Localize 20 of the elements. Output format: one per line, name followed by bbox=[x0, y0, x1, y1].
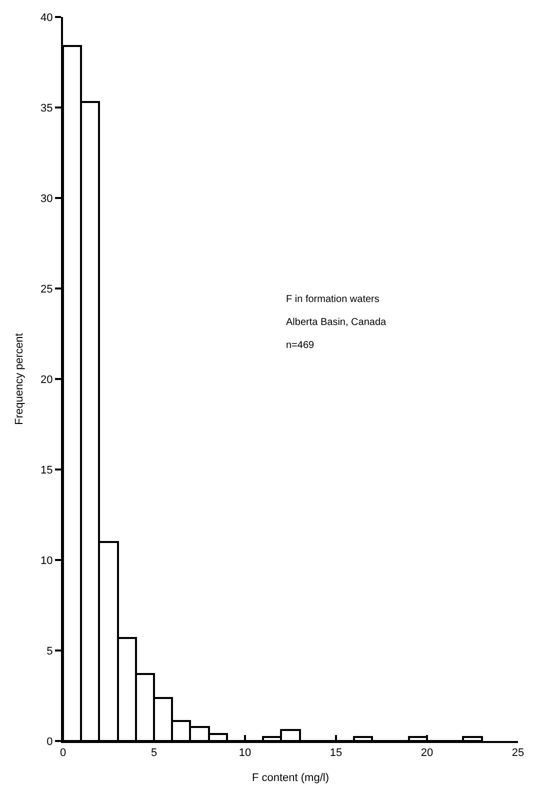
y-tick-label: 40 bbox=[40, 12, 53, 24]
x-tick-label: 25 bbox=[512, 747, 524, 760]
y-tick-label: 10 bbox=[40, 554, 53, 567]
x-tick-label: 20 bbox=[420, 747, 434, 760]
annotation: n=469 bbox=[286, 340, 315, 351]
x-tick-label: 15 bbox=[330, 747, 342, 760]
y-tick-label: 5 bbox=[46, 645, 53, 658]
y-tick-label: 15 bbox=[40, 464, 53, 476]
x-axis-title: F content (mg/l) bbox=[252, 772, 330, 784]
annotation: F in formation waters bbox=[286, 294, 380, 305]
x-tick-label: 10 bbox=[238, 747, 252, 760]
y-axis-title: Frequency percent bbox=[14, 333, 26, 425]
y-tick-label: 0 bbox=[46, 736, 53, 748]
x-tick-label: 5 bbox=[150, 747, 158, 760]
x-tick-label: 0 bbox=[60, 747, 66, 760]
y-tick-label: 35 bbox=[40, 102, 53, 114]
annotation: Alberta Basin, Canada bbox=[286, 317, 386, 328]
y-tick-label: 20 bbox=[40, 374, 53, 386]
y-tick-label: 30 bbox=[40, 192, 53, 205]
y-tick-label: 25 bbox=[40, 283, 53, 296]
